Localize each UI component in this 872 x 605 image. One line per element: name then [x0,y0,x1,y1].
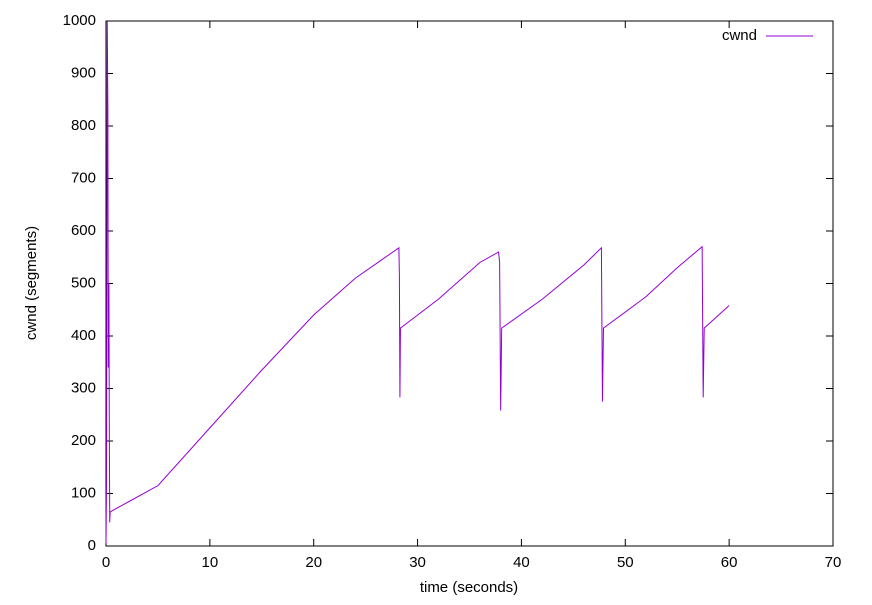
y-tick-label: 0 [88,537,96,554]
x-tick-label: 40 [513,554,530,571]
y-tick-label: 800 [71,117,96,134]
series-line [105,20,730,544]
x-tick-label: 0 [102,554,110,571]
y-tick-label: 1000 [63,12,96,29]
x-tick-label: 30 [409,554,426,571]
y-tick-label: 200 [71,432,96,449]
legend-label: cwnd [722,27,757,44]
y-tick-label: 300 [71,379,96,396]
x-tick-label: 60 [721,554,738,571]
plot-border [105,20,834,547]
x-tick-label: 10 [202,554,219,571]
y-tick-label: 900 [71,64,96,81]
x-tick-label: 20 [305,554,322,571]
y-axis-title: cwnd (segments) [23,226,40,340]
y-tick-label: 600 [71,222,96,239]
x-tick-label: 50 [617,554,634,571]
y-tick-label: 400 [71,327,96,344]
x-axis-title: time (seconds) [420,579,518,596]
y-tick-label: 700 [71,169,96,186]
y-tick-label: 100 [71,484,96,501]
x-tick-label: 70 [825,554,842,571]
y-tick-label: 500 [71,274,96,291]
